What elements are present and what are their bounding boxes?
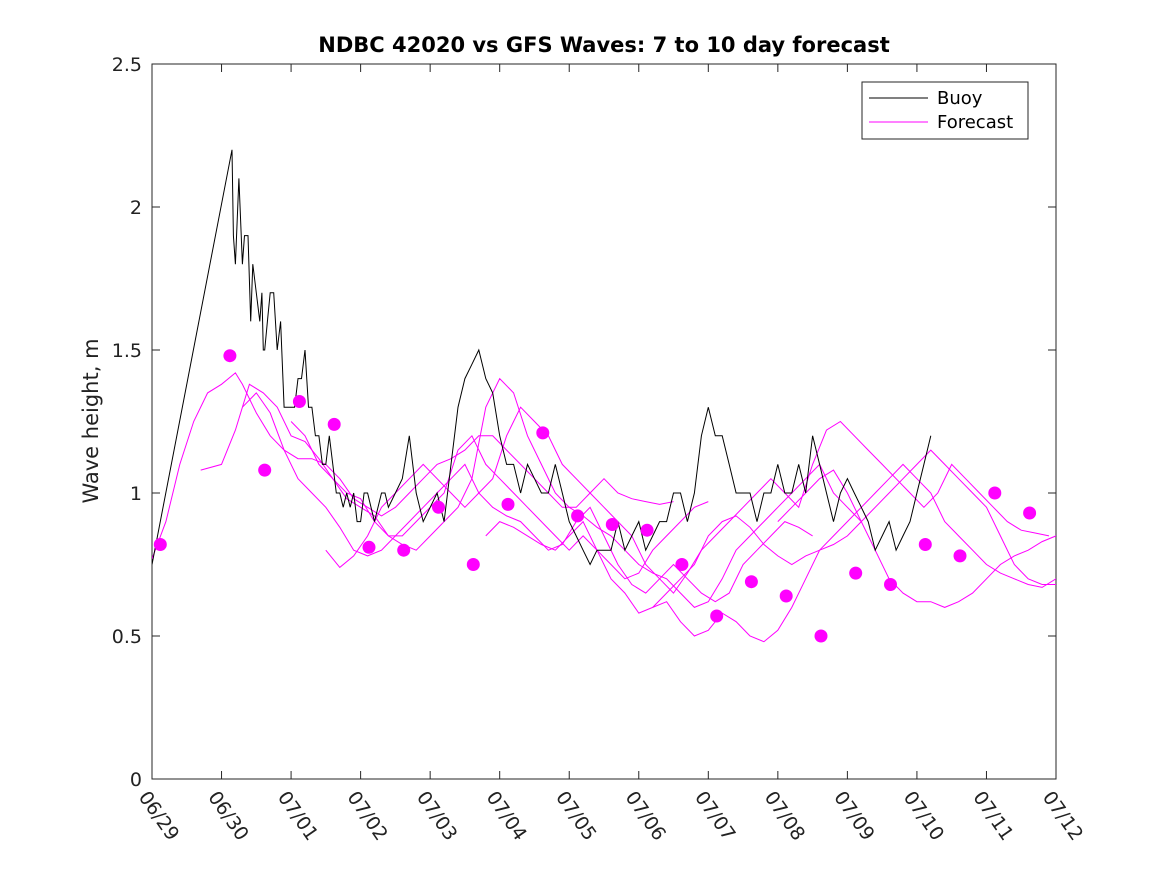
forecast-point: [953, 549, 967, 563]
forecast-line-8: [777, 469, 1056, 608]
plot-series-layer: [152, 149, 1056, 643]
forecast-line-3: [242, 392, 813, 603]
y-tick-label: 1.5: [112, 340, 142, 362]
x-tick-label: 07/11: [968, 787, 1017, 844]
forecast-point: [536, 426, 550, 440]
forecast-point: [397, 543, 411, 557]
forecast-point: [258, 463, 272, 477]
x-tick-label: 07/09: [829, 787, 878, 844]
forecast-point: [1023, 506, 1037, 520]
forecast-point: [710, 609, 724, 623]
forecast-point: [675, 558, 689, 571]
forecast-point: [153, 538, 167, 551]
x-tick-label: 06/30: [203, 787, 252, 844]
x-tick-label: 07/01: [273, 787, 322, 844]
x-tick-label: 07/10: [899, 787, 948, 844]
x-tick-label: 07/05: [551, 787, 600, 844]
forecast-line-1: [152, 372, 674, 559]
chart-title: NDBC 42020 vs GFS Waves: 7 to 10 day for…: [318, 33, 889, 57]
forecast-point: [779, 589, 793, 603]
plot-area: [151, 63, 1057, 780]
forecast-point: [432, 500, 445, 514]
y-tick-label: 1: [130, 483, 142, 505]
x-tick-label: 07/02: [343, 787, 392, 844]
forecast-point: [918, 538, 932, 551]
forecast-point: [884, 578, 897, 591]
x-tick-label: 07/08: [760, 787, 809, 844]
forecast-point: [292, 395, 306, 408]
forecast-point: [814, 629, 828, 643]
y-tick-label: 2: [130, 197, 142, 219]
forecast-line-6: [485, 463, 1056, 643]
legend-box: [861, 81, 1029, 140]
legend: Buoy Forecast: [861, 81, 1029, 140]
forecast-point: [571, 509, 585, 523]
y-tick-label: 0: [130, 769, 142, 791]
forecast-point: [466, 558, 480, 571]
buoy-line: [152, 149, 932, 566]
x-tick-label: 06/29: [134, 787, 183, 844]
forecast-line-2: [200, 383, 709, 580]
forecast-line-7: [652, 449, 1056, 608]
y-tick-label: 2.5: [112, 54, 142, 76]
x-tick-label: 07/12: [1038, 787, 1087, 844]
x-tick-label: 07/07: [690, 787, 739, 844]
y-tick-label: 0.5: [112, 626, 142, 648]
x-tick-label: 07/04: [482, 787, 531, 844]
legend-forecast-label: Forecast: [937, 112, 1013, 133]
forecast-point: [605, 518, 619, 531]
forecast-point: [988, 486, 1002, 500]
forecast-point: [640, 523, 654, 537]
x-tick-label: 07/06: [621, 787, 670, 844]
forecast-point: [327, 417, 341, 431]
y-axis-label: Wave height, m: [79, 338, 103, 503]
forecast-point: [362, 540, 376, 554]
forecast-point: [501, 497, 515, 511]
forecast-point: [223, 349, 237, 363]
forecast-point: [849, 566, 863, 580]
forecast-line-5: [325, 406, 1050, 594]
forecast-point: [744, 575, 758, 589]
legend-buoy-label: Buoy: [937, 88, 983, 109]
x-tick-label: 07/03: [412, 787, 461, 844]
